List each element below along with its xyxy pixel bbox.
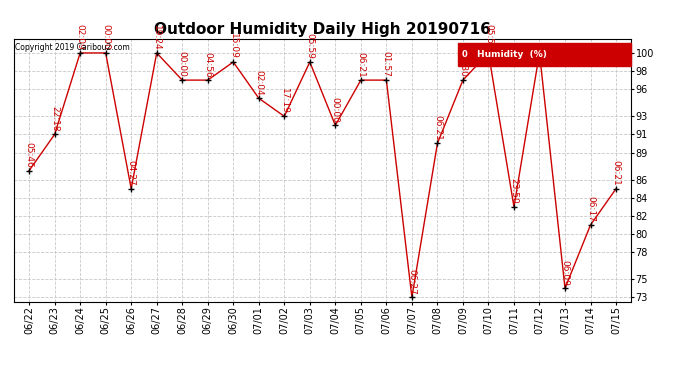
Text: 00:00: 00:00 xyxy=(178,51,187,77)
Text: 06:21: 06:21 xyxy=(611,160,620,186)
Text: 0: 0 xyxy=(462,50,467,59)
Text: 06:27: 06:27 xyxy=(407,269,416,295)
Text: 01:57: 01:57 xyxy=(382,51,391,77)
Text: 05:46: 05:46 xyxy=(25,142,34,168)
Text: 05:51: 05:51 xyxy=(484,24,493,50)
Text: 06:17: 06:17 xyxy=(586,196,595,222)
Text: 04:56: 04:56 xyxy=(204,52,213,77)
Text: 06:21: 06:21 xyxy=(433,115,442,141)
Text: 23:50: 23:50 xyxy=(509,178,518,204)
Text: 02:04: 02:04 xyxy=(255,70,264,95)
Text: 15:09: 15:09 xyxy=(229,33,238,59)
Text: 05:59: 05:59 xyxy=(305,33,315,59)
Text: 22:18: 22:18 xyxy=(50,106,59,132)
Bar xyxy=(458,44,631,66)
Text: 19:24: 19:24 xyxy=(152,24,161,50)
Text: 02:09: 02:09 xyxy=(76,24,85,50)
Text: 00:00: 00:00 xyxy=(331,97,340,123)
Text: 06:09: 06:09 xyxy=(560,260,569,285)
Title: Outdoor Humidity Daily High 20190716: Outdoor Humidity Daily High 20190716 xyxy=(154,22,491,37)
Text: Copyright 2019 Caribou2.com: Copyright 2019 Caribou2.com xyxy=(15,44,130,52)
Text: 04:27: 04:27 xyxy=(127,160,136,186)
Text: Humidity  (%): Humidity (%) xyxy=(477,50,547,59)
Text: 00:00: 00:00 xyxy=(101,24,110,50)
Text: 06:21: 06:21 xyxy=(356,52,365,77)
Text: 17:19: 17:19 xyxy=(280,88,289,114)
Text: 0: 0 xyxy=(535,44,544,50)
Text: 06:30: 06:30 xyxy=(458,51,467,77)
